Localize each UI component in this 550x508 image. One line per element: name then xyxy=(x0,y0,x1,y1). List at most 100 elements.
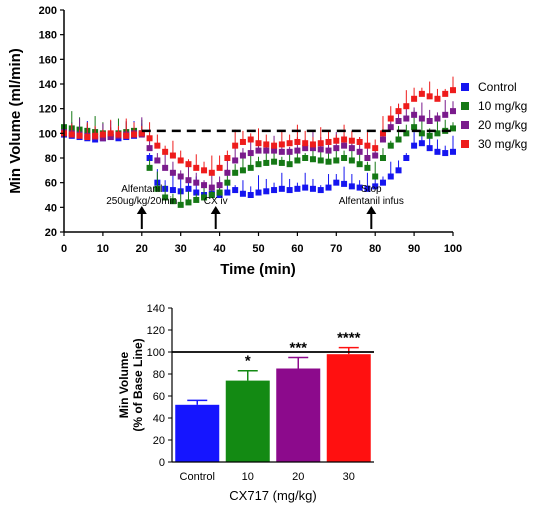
data-point xyxy=(309,156,316,163)
data-point xyxy=(278,141,285,148)
bar-category-label: Control xyxy=(180,471,215,483)
data-point xyxy=(442,150,449,157)
x-tick-label: 100 xyxy=(444,243,462,255)
legend-label: 20 mg/kg xyxy=(478,118,527,132)
data-point xyxy=(411,95,418,102)
data-point xyxy=(255,140,262,147)
bars: ******** xyxy=(175,330,371,462)
data-point xyxy=(364,142,371,149)
data-point xyxy=(372,145,379,152)
data-point xyxy=(325,138,332,145)
bar xyxy=(175,404,220,462)
y-tick-label: 40 xyxy=(45,202,57,214)
data-point xyxy=(450,148,456,155)
data-point xyxy=(317,187,324,194)
bar-y-tick-label: 20 xyxy=(153,435,165,447)
data-point xyxy=(278,159,285,166)
bar-category-label: 10 xyxy=(242,471,254,483)
data-point xyxy=(107,134,114,141)
data-point xyxy=(271,142,278,149)
data-point xyxy=(317,140,324,147)
data-point xyxy=(426,132,433,139)
data-point xyxy=(372,152,379,159)
x-tick-label: 30 xyxy=(175,243,187,255)
data-point xyxy=(403,155,410,161)
data-point xyxy=(294,138,301,145)
data-point xyxy=(411,124,418,131)
arrow-head xyxy=(136,206,147,214)
y-tick-label: 140 xyxy=(39,79,57,91)
annotation-text: Alfentanil xyxy=(121,184,162,195)
data-point xyxy=(224,169,231,176)
data-point xyxy=(442,90,449,97)
data-point xyxy=(99,131,106,138)
bar-y-tick-label: 40 xyxy=(153,413,165,425)
y-axis-title: Min Volume (ml/min) xyxy=(7,48,24,194)
data-point xyxy=(426,118,433,124)
data-point xyxy=(302,155,309,161)
data-point xyxy=(216,189,223,196)
legend-swatch xyxy=(461,121,469,129)
data-point xyxy=(387,115,394,122)
data-point xyxy=(348,183,355,190)
data-point xyxy=(263,188,270,195)
data-point xyxy=(76,132,83,139)
significance-marker: * xyxy=(245,353,251,370)
data-point xyxy=(387,124,394,131)
bar-y-tick-labels: 0 20 40 60 80 100 120 140 xyxy=(147,303,172,469)
data-point xyxy=(434,115,441,122)
x-tick-label: 90 xyxy=(408,243,420,255)
y-tick-labels: 20 40 60 80 100 120 140 160 180 200 xyxy=(39,5,64,239)
data-point xyxy=(286,148,293,155)
bar-category-label: 20 xyxy=(292,471,304,483)
bar-y-axis-title-line: Min Volume xyxy=(117,351,131,418)
data-point xyxy=(146,135,153,142)
data-point xyxy=(309,145,316,152)
data-point xyxy=(68,131,75,138)
data-point xyxy=(247,192,254,198)
data-point xyxy=(364,155,371,161)
data-point xyxy=(146,155,153,161)
data-point xyxy=(333,157,340,164)
bar-group-1: * xyxy=(225,353,270,462)
data-point xyxy=(309,141,316,148)
legend-label: Control xyxy=(478,80,517,94)
data-point xyxy=(169,152,176,159)
data-point xyxy=(193,179,200,186)
data-point xyxy=(426,93,433,100)
data-point xyxy=(418,115,425,122)
data-point xyxy=(247,150,254,157)
data-point xyxy=(255,147,262,154)
data-point xyxy=(403,115,410,122)
time-course-series xyxy=(61,76,456,208)
x-tick-label: 70 xyxy=(330,243,342,255)
data-point xyxy=(208,192,215,198)
data-point xyxy=(84,134,91,141)
data-point xyxy=(263,147,270,154)
data-point xyxy=(379,136,386,143)
data-point xyxy=(411,111,418,118)
bar-y-tick-label: 60 xyxy=(153,391,165,403)
data-point xyxy=(325,147,332,154)
bar xyxy=(276,368,321,462)
data-point xyxy=(239,152,246,159)
data-point xyxy=(356,184,363,191)
data-point xyxy=(395,108,402,115)
annotation-text: 250ug/kg/20min xyxy=(106,196,177,207)
bar-y-tick-label: 140 xyxy=(147,303,165,315)
y-tick-label: 100 xyxy=(39,128,57,140)
significance-marker: **** xyxy=(337,330,361,347)
data-point xyxy=(185,161,192,168)
data-point xyxy=(169,187,176,194)
data-point xyxy=(442,111,449,118)
data-point xyxy=(107,130,114,137)
data-point xyxy=(403,130,410,137)
data-point xyxy=(232,169,239,176)
data-point xyxy=(162,194,169,201)
annotation-text: CX iv xyxy=(204,196,228,207)
bar-y-axis-title-text: Min Volume(% of Base Line) xyxy=(117,338,145,431)
data-point xyxy=(395,118,402,124)
data-point xyxy=(379,179,386,186)
